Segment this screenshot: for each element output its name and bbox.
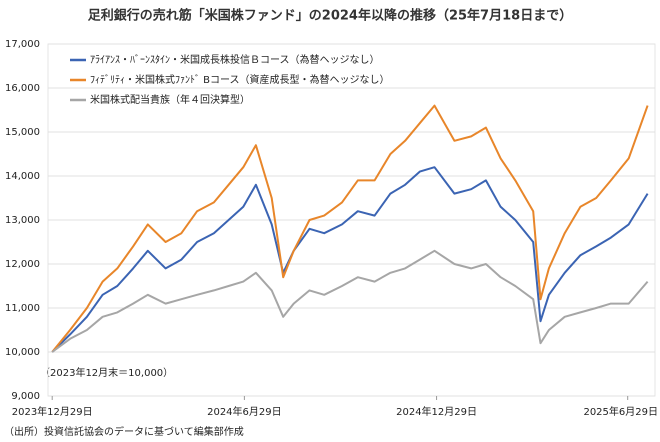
x-tick-label: 2024年12月29日 xyxy=(396,405,477,418)
y-tick-label: 15,000 xyxy=(5,127,40,138)
series-line xyxy=(51,104,649,353)
series-line xyxy=(51,166,649,353)
y-tick-label: 13,000 xyxy=(5,215,40,226)
y-tick-label: 12,000 xyxy=(5,259,40,270)
y-tick-label: 17,000 xyxy=(5,39,40,50)
legend-label: ｱﾗｲｱﾝｽ・ﾊﾞｰﾝｽﾀｲﾝ・米国成長株投信Ｂコース（為替ヘッジなし） xyxy=(90,53,380,66)
y-tick-label: 14,000 xyxy=(5,171,40,182)
y-tick-label: 11,000 xyxy=(5,303,40,314)
x-tick-label: 2024年6月29日 xyxy=(207,405,282,418)
legend-label: ﾌｨﾃﾞﾘﾃｨ・米国株式ﾌｧﾝﾄﾞ Bコース（資産成長型・為替ヘッジなし） xyxy=(90,73,390,86)
x-tick-label: 2023年12月29日 xyxy=(12,405,93,418)
annotation: （2023年12月末＝10,000） xyxy=(40,366,173,379)
chart-title: 足利銀行の売れ筋「米国株ファンド」の2024年以降の推移（25年7月18日まで） xyxy=(88,8,572,24)
y-tick-label: 16,000 xyxy=(5,83,40,94)
y-tick-label: 10,000 xyxy=(5,347,40,358)
legend-label: 米国株式配当貴族（年４回決算型） xyxy=(90,93,250,106)
source: （出所）投資信託協会のデータに基づいて編集部作成 xyxy=(4,425,244,438)
y-tick-label: 9,000 xyxy=(11,391,40,402)
series-line xyxy=(51,249,649,353)
x-tick-label: 2025年6月29日 xyxy=(583,405,658,418)
